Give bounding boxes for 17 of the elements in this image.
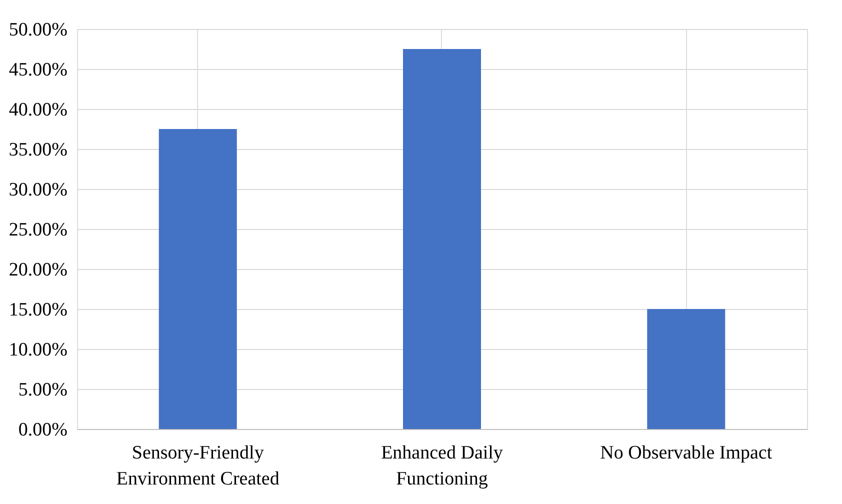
- y-tick-label: 50.00%: [8, 20, 68, 40]
- bar: [403, 49, 481, 429]
- x-tick-label: Sensory-Friendly Environment Created: [116, 442, 280, 490]
- y-tick-label: 15.00%: [8, 300, 68, 320]
- y-tick-label: 10.00%: [8, 340, 68, 360]
- x-tick-label: Enhanced Daily Functioning: [381, 442, 504, 490]
- y-tick-label: 25.00%: [8, 220, 68, 240]
- x-tick-label: No Observable Impact: [600, 442, 773, 464]
- y-tick-label: 45.00%: [8, 60, 68, 80]
- bar: [158, 129, 237, 429]
- y-tick-label: 40.00%: [8, 100, 68, 120]
- y-tick-label: 5.00%: [18, 380, 68, 400]
- y-tick-label: 20.00%: [8, 260, 68, 280]
- y-tick-label: 35.00%: [8, 140, 68, 160]
- y-tick-label: 0.00%: [18, 420, 68, 440]
- y-tick-label: 30.00%: [8, 180, 68, 200]
- bar: [647, 309, 726, 429]
